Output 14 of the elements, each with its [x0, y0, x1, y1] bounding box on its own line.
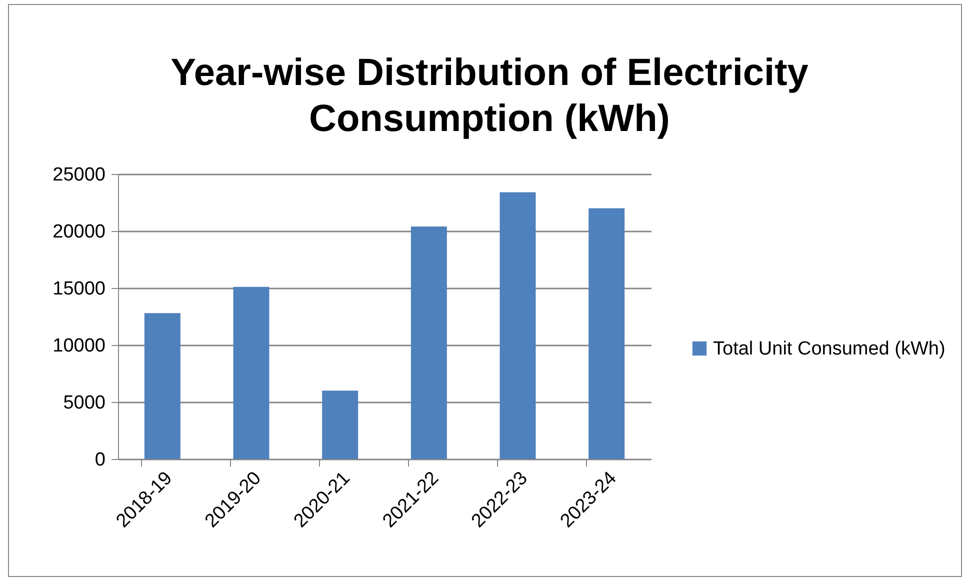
- bar: [322, 390, 358, 459]
- y-tick-label: 10000: [52, 336, 106, 356]
- bar: [588, 208, 625, 459]
- y-tick-label: 15000: [52, 278, 106, 300]
- bar: [233, 286, 270, 459]
- y-tick-label: 0: [94, 450, 106, 470]
- legend-label: Total Unit Consumed (kWh): [713, 338, 946, 360]
- y-tick-label: 5000: [63, 392, 106, 414]
- y-tick-label: 20000: [52, 222, 106, 242]
- bar: [144, 313, 180, 459]
- y-tick-label: 25000: [52, 164, 106, 186]
- bar: [500, 192, 536, 459]
- chart-title: Year-wise Distribution of Electricity Consumption (kWh): [170, 52, 808, 140]
- bar: [410, 226, 447, 459]
